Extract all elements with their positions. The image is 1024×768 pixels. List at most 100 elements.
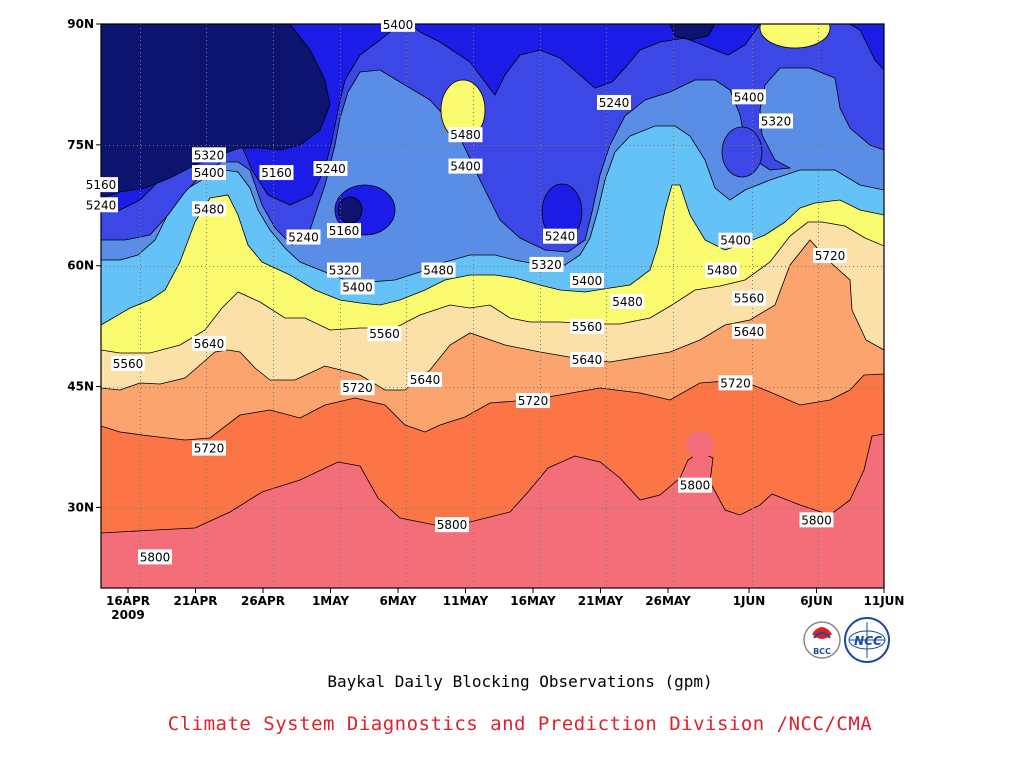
contour-label-text: 5240 [315,162,346,176]
cell-high-5800-b [686,431,714,459]
contour-label: 5800 [138,549,172,565]
contour-label-text: 5160 [329,224,360,238]
contour-label-bg [192,147,226,163]
cell-high-5480-b [759,24,831,49]
contour-label: 5400 [381,16,415,32]
contour-label-text: 5800 [140,550,171,564]
contour-label: 5640 [570,351,604,367]
contour-label: 5400 [448,158,483,174]
contour-label: 5480 [705,262,739,278]
contour-label-bg [421,262,456,278]
x-tick-label: 26MAY [645,594,691,608]
contour-label-text: 5800 [801,513,832,527]
contour-label-bg [570,318,604,334]
contour-label: 5400 [570,273,604,289]
x-tick-label: 1MAY [312,594,349,608]
contour-label-bg [529,256,564,272]
x-tick-label: 16MAY [510,594,556,608]
gridlines [101,24,884,588]
svg-text:BCC: BCC [813,647,831,656]
x-tick-label: 11MAY [443,594,489,608]
contour-label-text: 5720 [194,442,225,456]
x-tick-label: 21MAY [578,594,624,608]
contour-label-text: 5400 [194,166,225,180]
contour-label: 5720 [192,440,226,456]
contour-label: 5400 [340,279,375,295]
contour-label-bg [84,177,118,193]
y-tick-label: 90N [67,17,94,31]
contour-label-text: 5560 [572,320,603,334]
plot-frame [100,23,885,589]
y-tick-label: 60N [67,259,94,273]
contour-label-text: 5240 [288,231,319,245]
contour-label-bg [570,351,604,367]
x-tick-label: 21APR [173,594,217,608]
contour-label-text: 5560 [369,327,400,341]
contour-label-text: 5480 [707,264,738,278]
contour-label-bg [259,165,294,181]
contour-label: 5400 [732,89,766,105]
contour-label-bg [381,16,415,32]
contour-label-text: 5800 [680,479,711,493]
contour-label-bg [543,228,577,244]
contour-label-text: 5720 [720,376,751,390]
contour-label-bg [570,273,604,289]
contour-label: 5720 [718,375,753,391]
contour-label-bg [732,89,766,105]
contour-label: 5560 [111,356,145,372]
contour-label-bg [367,326,402,342]
contour-label: 5320 [327,262,361,278]
contour-label-bg [327,223,361,239]
contour-label: 5720 [340,380,375,396]
contour-label: 5240 [597,94,631,110]
contour-label-text: 5160 [86,178,117,192]
contour-label: 5800 [678,477,712,493]
contour-label-text: 5480 [423,264,454,278]
contour-label-bg [799,512,834,528]
chart-title: Baykal Daily Blocking Observations (gpm) [327,672,713,691]
contour-label-bg [111,356,145,372]
contour-label-bg [705,262,739,278]
y-axis: 90N 75N 60N 45N 30N [67,17,101,514]
contour-label: 5320 [759,113,793,129]
cell-low-5240-a [337,196,363,224]
y-tick-label: 45N [67,380,94,394]
contour-label: 5240 [543,228,577,244]
x-tick-label: 16APR [106,594,150,608]
credit-line: Climate System Diagnostics and Predictio… [167,713,873,735]
contour-label: 5720 [813,248,847,264]
contour-label-text: 5640 [410,373,441,387]
contour-label-bg [138,549,172,565]
contour-label: 5640 [192,335,226,351]
contour-label-bg [192,165,226,181]
contour-label-text: 5320 [531,258,562,272]
x-tick-label: 26APR [241,594,285,608]
ncc-logo: NCC [844,617,890,663]
contour-label-bg [286,229,321,245]
contour-label-bg [192,201,226,217]
contour-labels: 5160 5240 5320 5400 5480 5160 5240 5240 5160 5320… [84,16,847,565]
contour-label-bg [759,113,793,129]
contour-label: 5480 [192,201,226,217]
contour-label-text: 5400 [342,280,373,294]
contour-label-text: 5240 [545,230,576,244]
contour-label-text: 5480 [612,295,643,309]
contour-label-text: 5240 [86,198,117,212]
contour-label: 5560 [570,318,604,334]
contour-label: 5800 [435,517,469,533]
contour-label-bg [340,380,375,396]
contour-label-bg [610,293,645,309]
contour-label-bg [718,232,753,248]
contour-label-bg [192,335,226,351]
contour-label-bg [678,477,712,493]
contour-label-bg [84,197,118,213]
y-tick-label: 75N [67,138,94,152]
contour-label: 5240 [286,229,321,245]
contour-label-text: 5400 [734,90,765,104]
x-year-label: 2009 [111,608,144,622]
contour-label-text: 5400 [450,160,481,174]
contour-label: 5480 [610,293,645,309]
contour-label: 5480 [448,127,483,143]
